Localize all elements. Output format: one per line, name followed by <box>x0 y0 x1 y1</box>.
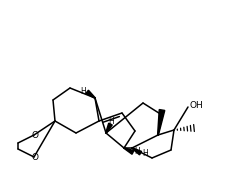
Text: H: H <box>142 149 148 158</box>
Text: H: H <box>134 147 140 156</box>
Text: H: H <box>80 86 86 96</box>
Text: O: O <box>31 153 38 161</box>
Polygon shape <box>106 123 112 133</box>
Text: O: O <box>31 130 38 139</box>
Text: OH: OH <box>190 101 204 110</box>
Text: H: H <box>108 117 114 125</box>
Polygon shape <box>124 148 134 154</box>
Polygon shape <box>132 148 142 155</box>
Polygon shape <box>158 110 165 135</box>
Polygon shape <box>86 90 95 98</box>
